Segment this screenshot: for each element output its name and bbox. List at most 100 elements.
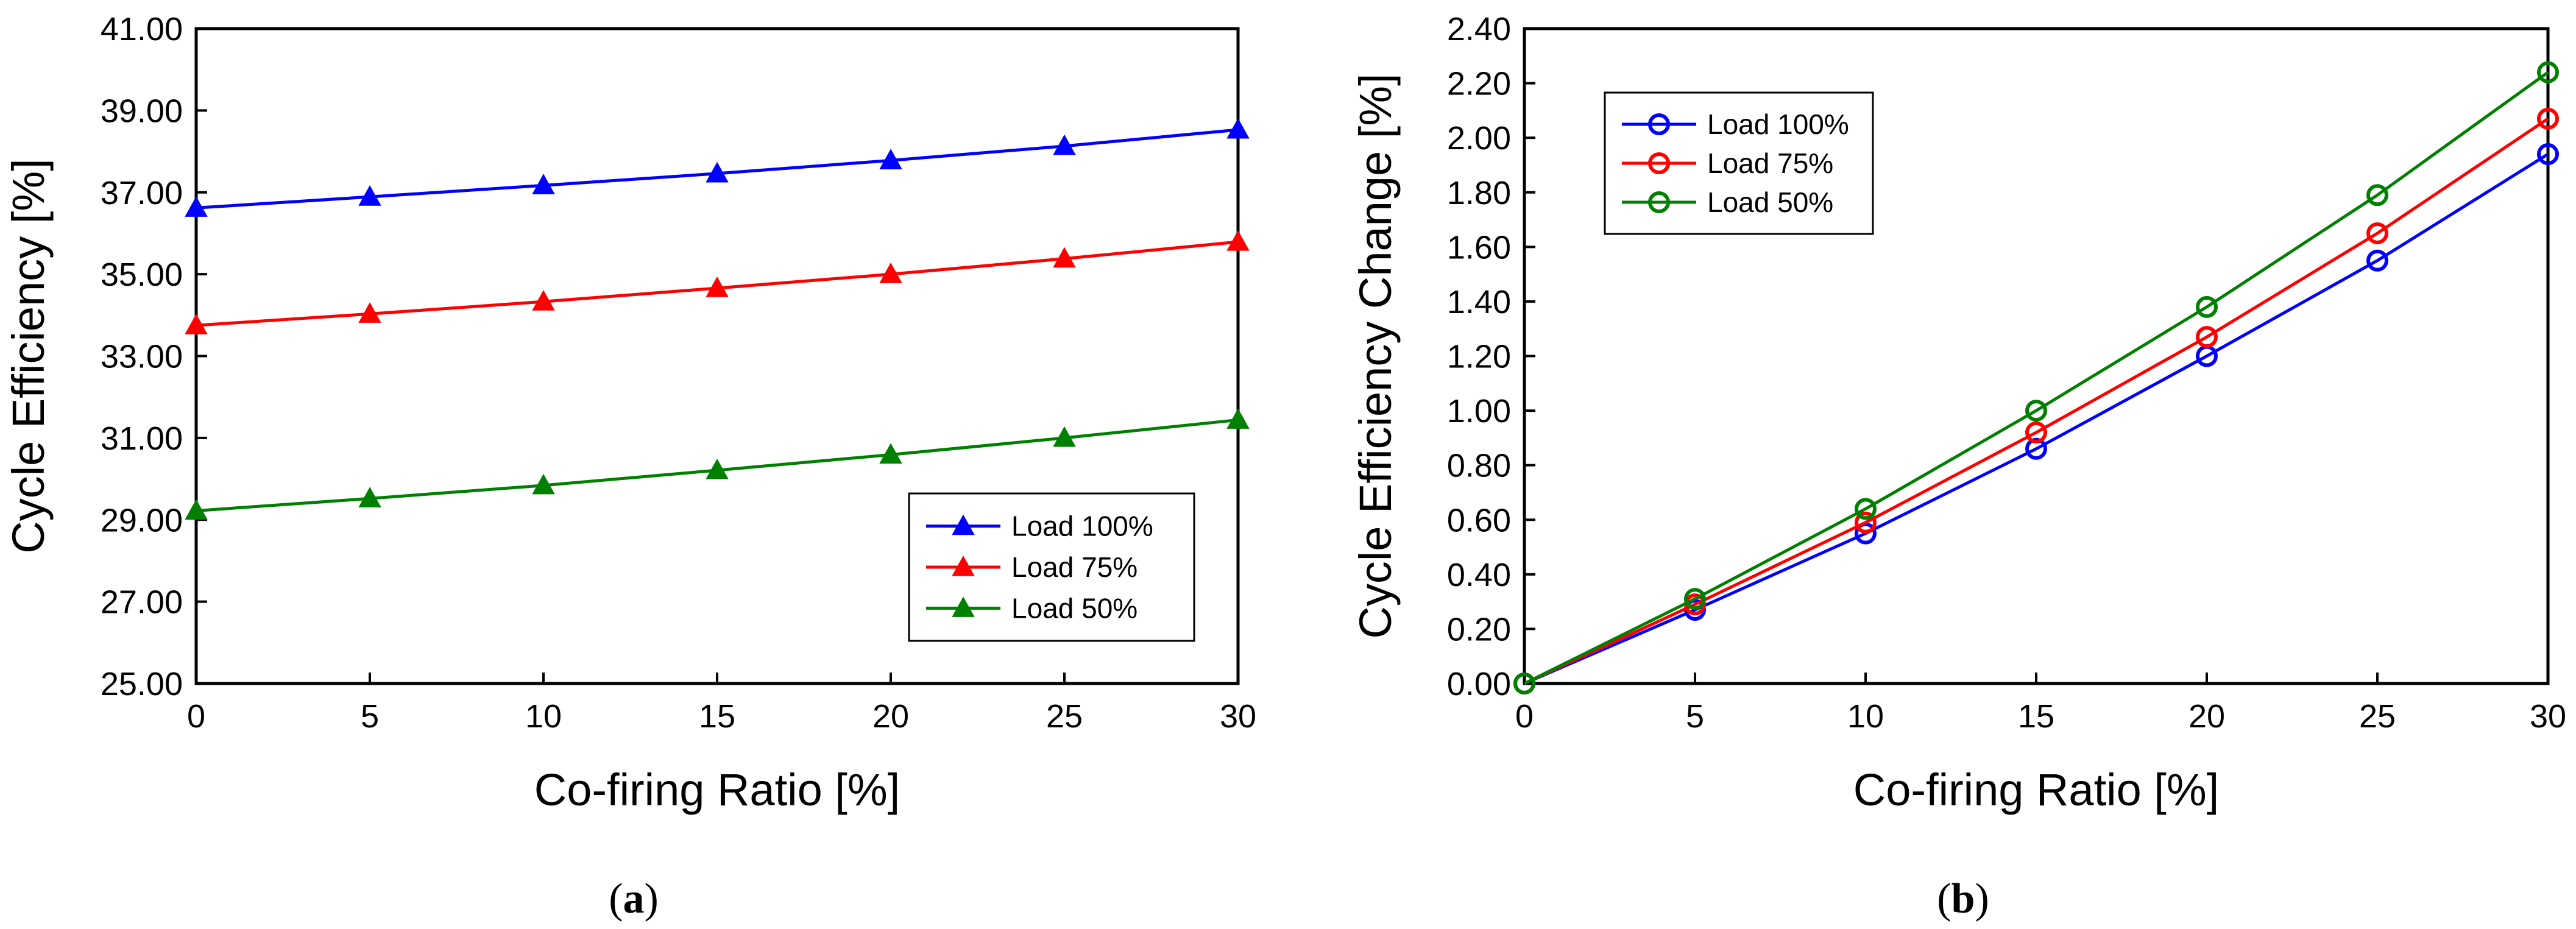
y-tick-label: 2.00 <box>1447 120 1511 157</box>
x-tick-label: 10 <box>1847 698 1884 735</box>
y-tick-label: 35.00 <box>101 256 183 293</box>
y-tick-label: 1.20 <box>1447 339 1511 375</box>
y-tick-label: 41.00 <box>101 11 183 48</box>
data-point <box>532 174 555 194</box>
data-point <box>2366 184 2388 207</box>
data-point <box>706 458 729 479</box>
y-tick-label: 31.00 <box>101 420 183 457</box>
data-point <box>358 185 381 206</box>
x-tick-label: 25 <box>1046 698 1083 735</box>
y-tick-label: 0.40 <box>1447 557 1511 593</box>
x-axis-title: Co-firing Ratio [%] <box>1853 765 2219 815</box>
data-point <box>2025 400 2047 422</box>
legend-marker <box>952 596 975 617</box>
x-tick-label: 25 <box>2359 698 2396 735</box>
y-tick-label: 29.00 <box>101 502 183 539</box>
x-tick-label: 0 <box>1515 698 1534 735</box>
y-tick-label: 1.40 <box>1447 284 1511 320</box>
y-tick-label: 39.00 <box>101 93 183 129</box>
legend-label: Load 50% <box>1011 592 1138 624</box>
data-point <box>2537 143 2559 166</box>
y-tick-label: 1.00 <box>1447 393 1511 429</box>
data-point <box>2537 107 2559 130</box>
data-point <box>1053 426 1076 447</box>
y-tick-label: 1.60 <box>1447 229 1511 266</box>
y-tick-label: 0.80 <box>1447 448 1511 484</box>
series-load-50- <box>185 408 1250 520</box>
data-point <box>2025 437 2047 460</box>
x-tick-label: 5 <box>1686 698 1704 735</box>
y-tick-label: 27.00 <box>101 584 183 621</box>
y-tick-label: 2.20 <box>1447 66 1511 102</box>
data-point <box>185 314 208 334</box>
legend-marker <box>952 555 975 576</box>
data-point <box>1226 118 1250 139</box>
data-point <box>1053 134 1076 155</box>
data-point <box>1684 588 1706 610</box>
data-point <box>706 276 729 297</box>
chart-panel-a: 0 5 10 15 20 25 30 25.00 27.00 29.00 31.00 33.00 35.… <box>3 11 1256 922</box>
legend: Load 100% Load 75% Load 50% <box>1604 91 1874 235</box>
panels: 0 5 10 15 20 25 30 25.00 27.00 29.00 31.00 33.00 35.… <box>3 11 2566 922</box>
y-tick-label: 33.00 <box>101 339 183 375</box>
x-tick-label: 10 <box>525 698 562 735</box>
data-point <box>185 196 208 217</box>
y-axis-title: Cycle Efficiency [%] <box>3 158 54 553</box>
data-point <box>2196 295 2218 318</box>
legend-marker <box>1648 191 1670 213</box>
legend-label: Load 100% <box>1011 510 1153 542</box>
y-tick-label: 25.00 <box>101 666 183 702</box>
y-tick-label: 37.00 <box>101 175 183 211</box>
y-tick-label: 2.40 <box>1447 11 1511 48</box>
data-point <box>2537 61 2559 83</box>
series-load-75- <box>185 230 1250 334</box>
legend-marker <box>1648 113 1670 135</box>
chart-panel-b: 0 5 10 15 20 25 30 0.00 0.20 0.40 0.60 0.80 1.00 1.20… <box>1350 11 2566 922</box>
data-point <box>879 263 902 283</box>
legend-label: Load 75% <box>1707 147 1833 179</box>
data-point <box>358 487 381 507</box>
x-tick-label: 20 <box>2189 698 2225 735</box>
data-point <box>879 149 902 169</box>
series-line <box>1523 71 2549 685</box>
y-tick-label: 0.60 <box>1447 502 1511 539</box>
legend-marker <box>952 514 975 535</box>
data-point <box>1855 522 1877 545</box>
x-tick-label: 15 <box>2018 698 2054 735</box>
panel-label: (b) <box>1937 875 1989 922</box>
data-point <box>2196 326 2218 348</box>
data-point <box>185 499 208 520</box>
data-point <box>879 443 902 464</box>
data-point <box>1855 498 1877 520</box>
x-tick-label: 0 <box>187 698 205 735</box>
x-tick-label: 20 <box>872 698 909 735</box>
data-point <box>1226 408 1250 429</box>
data-point <box>2366 222 2388 244</box>
y-tick-label: 1.80 <box>1447 175 1511 211</box>
data-point <box>532 290 555 311</box>
series-load-50- <box>1513 61 2559 694</box>
y-axis-title: Cycle Efficiency Change [%] <box>1350 73 1401 638</box>
y-tick-label: 0.20 <box>1447 611 1511 648</box>
data-point <box>532 473 555 495</box>
x-tick-label: 30 <box>1220 698 1256 735</box>
panel-label: (a) <box>609 875 659 922</box>
legend-label: Load 50% <box>1707 186 1833 218</box>
data-point <box>1053 247 1076 268</box>
data-point <box>2366 249 2388 272</box>
series-line <box>1523 117 2549 685</box>
y-tick-label: 0.00 <box>1447 666 1511 702</box>
legend-label: Load 100% <box>1707 108 1849 140</box>
data-point <box>358 302 381 323</box>
x-tick-label: 30 <box>2530 698 2566 735</box>
x-tick-label: 5 <box>361 698 379 735</box>
legend-marker <box>1648 152 1670 174</box>
data-point <box>1226 230 1250 251</box>
data-point <box>1855 511 1877 534</box>
data-point <box>706 161 729 183</box>
data-point <box>2025 421 2047 443</box>
series-load-100- <box>185 118 1250 217</box>
x-axis-title: Co-firing Ratio [%] <box>534 765 900 815</box>
